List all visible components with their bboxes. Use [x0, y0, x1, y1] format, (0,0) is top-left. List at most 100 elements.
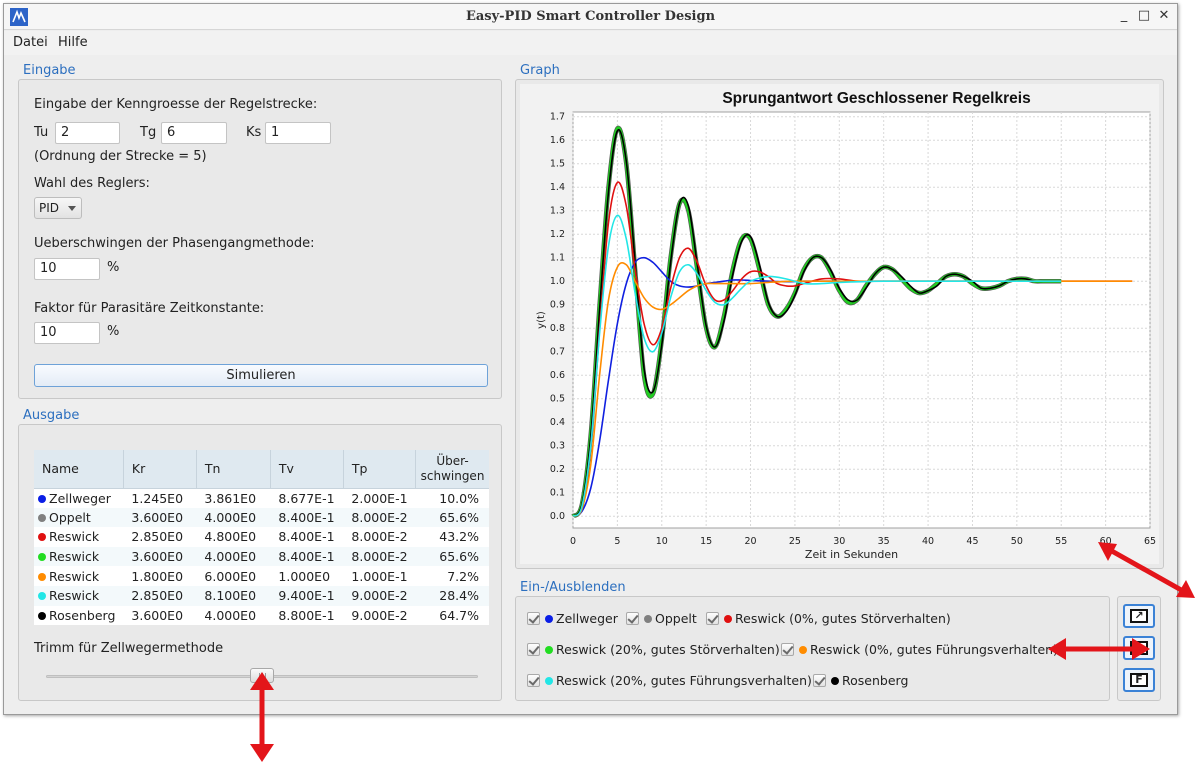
y-tick-label: 0.5: [550, 394, 565, 405]
cell-ueberschwingen: 65.6%: [415, 507, 489, 528]
minimize-button[interactable]: _: [1120, 8, 1128, 23]
table-row[interactable]: Reswick 2.850E0 4.800E0 8.400E-1 8.000E-2 43.…: [34, 527, 489, 547]
main-window: Easy-PID Smart Controller Design _ □ ✕ D…: [3, 3, 1178, 715]
cell-name-text: Oppelt: [49, 509, 91, 525]
y-tick-label: 0.0: [550, 511, 565, 522]
ueberschwingen-input[interactable]: 10: [34, 258, 100, 280]
cell-tv: 8.400E-1: [270, 507, 344, 528]
table-row[interactable]: Reswick 3.600E0 4.000E0 8.400E-1 8.000E-2 65.…: [34, 546, 489, 567]
table-row[interactable]: Reswick 2.850E0 8.100E0 9.400E-1 9.000E-2 28.…: [34, 585, 489, 606]
col-ueberschwingen[interactable]: Über- schwingen: [415, 450, 489, 489]
cell-kr: 1.800E0: [123, 566, 197, 586]
col-kr[interactable]: Kr: [123, 450, 197, 489]
trimm-label: Trimm für Zellwegermethode: [34, 641, 224, 656]
regler-label: Wahl des Reglers:: [34, 176, 150, 191]
x-tick-label: 15: [700, 536, 712, 547]
series-dot: [38, 533, 46, 542]
cell-ueberschwingen: 43.2%: [415, 527, 489, 547]
results-table: Name Kr Tn Tv Tp Über- schwingen Zellweg…: [34, 450, 489, 626]
cell-tn: 4.800E0: [196, 527, 271, 547]
plot-area: [572, 111, 1151, 529]
series-line: [572, 256, 840, 517]
checkbox[interactable]: [527, 674, 540, 687]
checkbox[interactable]: [781, 643, 794, 656]
cell-tn: 4.000E0: [196, 605, 271, 626]
tu-input[interactable]: 2: [55, 122, 120, 144]
x-tick-label: 35: [878, 536, 890, 547]
chevron-down-icon: [68, 206, 76, 211]
checkbox[interactable]: [527, 643, 540, 656]
cell-name-text: Zellweger: [49, 490, 111, 506]
col-ueberschwingen-label: Über- schwingen: [420, 453, 485, 483]
cell-tv: 8.400E-1: [270, 546, 344, 567]
series-dot: [545, 645, 553, 654]
cell-kr: 3.600E0: [123, 507, 197, 528]
cell-tv: 1.000E0: [270, 566, 344, 586]
toggle-reswick-0-stoer[interactable]: Reswick (0%, gutes Störverhalten): [706, 611, 951, 626]
x-tick-label: 65: [1144, 536, 1156, 547]
cell-tp: 8.000E-2: [343, 507, 416, 528]
table-row[interactable]: Zellweger 1.245E0 3.861E0 8.677E-1 2.000E-1 1…: [34, 488, 489, 508]
app-icon: [10, 8, 28, 26]
series-dot: [38, 592, 46, 601]
cell-tp: 8.000E-2: [343, 546, 416, 567]
series-dot: [545, 676, 553, 685]
simulate-button[interactable]: Simulieren: [34, 364, 488, 387]
y-tick-label: 0.9: [550, 300, 565, 311]
x-tick-label: 50: [1011, 536, 1023, 547]
cell-ueberschwingen: 65.6%: [415, 546, 489, 567]
y-tick-label: 0.7: [550, 347, 565, 358]
tg-input[interactable]: 6: [161, 122, 227, 144]
ks-label: Ks: [246, 125, 262, 140]
cell-kr: 3.600E0: [123, 605, 197, 626]
checkbox[interactable]: [626, 612, 639, 625]
fullscreen-button[interactable]: F: [1123, 668, 1155, 692]
y-tick-label: 0.3: [550, 441, 565, 452]
col-tp[interactable]: Tp: [343, 450, 417, 489]
toggle-rosenberg[interactable]: Rosenberg: [813, 673, 908, 688]
faktor-input[interactable]: 10: [34, 322, 100, 344]
cell-tp: 2.000E-1: [343, 488, 416, 508]
checkbox[interactable]: [706, 612, 719, 625]
close-button[interactable]: ✕: [1158, 8, 1170, 23]
menu-hilfe[interactable]: Hilfe: [58, 35, 88, 50]
ausgabe-group-label: Ausgabe: [23, 408, 80, 423]
toggle-oppelt[interactable]: Oppelt: [626, 611, 697, 626]
y-tick-label: 1.2: [550, 229, 565, 240]
cell-ueberschwingen: 10.0%: [415, 488, 489, 508]
table-row[interactable]: Oppelt 3.600E0 4.000E0 8.400E-1 8.000E-2 65.6…: [34, 507, 489, 528]
frame-button[interactable]: [1123, 636, 1155, 660]
maximize-button[interactable]: □: [1137, 8, 1151, 23]
ks-input[interactable]: 1: [265, 122, 331, 144]
checkbox[interactable]: [527, 612, 540, 625]
toggle-reswick-0-fuehrung[interactable]: Reswick (0%, gutes Führungsverhalten): [781, 642, 1058, 657]
chart-title: Sprungantwort Geschlossener Regelkreis: [722, 90, 1030, 107]
table-row[interactable]: Reswick 1.800E0 6.000E0 1.000E0 1.000E-1 7.2%: [34, 566, 489, 586]
table-row[interactable]: Rosenberg 3.600E0 4.000E0 8.800E-1 9.000E-2 6…: [34, 605, 489, 626]
series-dot: [545, 614, 553, 623]
toggle-label: Oppelt: [655, 611, 697, 626]
regler-select[interactable]: PID: [34, 197, 82, 219]
cell-name: Zellweger: [34, 488, 124, 508]
trimm-slider-thumb[interactable]: [250, 668, 274, 683]
toggle-reswick-20-stoer[interactable]: Reswick (20%, gutes Störverhalten): [527, 642, 780, 657]
cell-tp: 1.000E-1: [343, 566, 416, 586]
export-button[interactable]: ↗: [1123, 604, 1155, 628]
cell-name-text: Reswick: [49, 529, 100, 545]
col-name[interactable]: Name: [34, 450, 124, 489]
cell-ueberschwingen: 28.4%: [415, 585, 489, 606]
toggle-reswick-20-fuehrung[interactable]: Reswick (20%, gutes Führungsverhalten): [527, 673, 812, 688]
toggles-panel: Zellweger Oppelt Reswick (0%, gutes Stör…: [515, 596, 1110, 701]
toggle-zellweger[interactable]: Zellweger: [527, 611, 618, 626]
cell-name: Rosenberg: [34, 605, 124, 626]
cell-ueberschwingen: 64.7%: [415, 605, 489, 626]
tg-label: Tg: [140, 125, 157, 140]
cell-tv: 8.400E-1: [270, 527, 344, 547]
cell-kr: 2.850E0: [123, 527, 197, 547]
menu-datei[interactable]: Datei: [13, 35, 48, 50]
col-tn[interactable]: Tn: [196, 450, 271, 489]
cell-kr: 1.245E0: [123, 488, 197, 508]
checkbox[interactable]: [813, 674, 826, 687]
series-dot: [38, 513, 46, 522]
col-tv[interactable]: Tv: [270, 450, 344, 489]
